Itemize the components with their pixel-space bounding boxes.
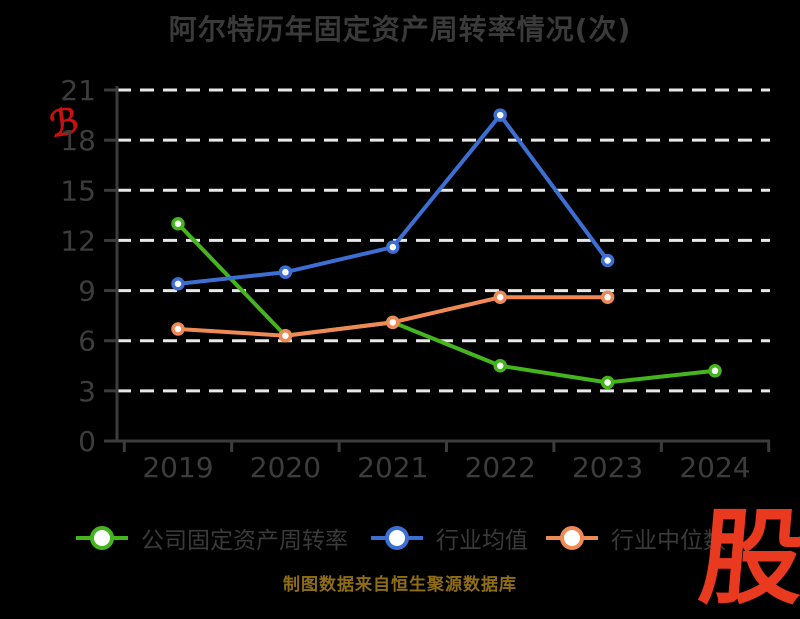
svg-text:12: 12 bbox=[60, 224, 96, 257]
legend-label-industry-median: 行业中位数 bbox=[611, 528, 726, 554]
svg-text:2021: 2021 bbox=[357, 451, 428, 484]
svg-text:2020: 2020 bbox=[250, 451, 321, 484]
brand-logo: 股 bbox=[694, 497, 800, 619]
svg-text:9: 9 bbox=[78, 275, 96, 308]
svg-text:15: 15 bbox=[60, 174, 96, 207]
legend-marker-company-icon bbox=[76, 526, 128, 550]
legend-item-industry-mean: 行业均值 bbox=[368, 520, 528, 556]
legend-item-company: 公司固定资产周转率 bbox=[73, 520, 348, 556]
legend: 公司固定资产周转率 行业均值 行业中位数 bbox=[0, 520, 800, 556]
source-note: 制图数据来自恒生聚源数据库 bbox=[283, 575, 517, 595]
svg-text:2023: 2023 bbox=[572, 451, 643, 484]
svg-text:2022: 2022 bbox=[465, 451, 536, 484]
legend-marker-industry-median-icon bbox=[546, 526, 598, 550]
line-chart: 0 3 6 9 12 15 18 21 2019 2020 2021 2022 2023 2024 bbox=[60, 74, 771, 484]
svg-text:18: 18 bbox=[60, 124, 96, 157]
svg-text:2019: 2019 bbox=[142, 451, 213, 484]
svg-text:0: 0 bbox=[78, 425, 96, 458]
svg-text:2024: 2024 bbox=[679, 451, 750, 484]
legend-label-company: 公司固定资产周转率 bbox=[141, 528, 348, 554]
svg-text:3: 3 bbox=[78, 375, 96, 408]
legend-marker-industry-mean-icon bbox=[371, 526, 423, 550]
chart-title: 阿尔特历年固定资产周转率情况(次) bbox=[168, 13, 632, 46]
svg-text:6: 6 bbox=[78, 325, 96, 358]
legend-item-industry-median: 行业中位数 bbox=[543, 520, 726, 556]
legend-label-industry-mean: 行业均值 bbox=[436, 528, 528, 554]
svg-text:21: 21 bbox=[60, 74, 96, 107]
